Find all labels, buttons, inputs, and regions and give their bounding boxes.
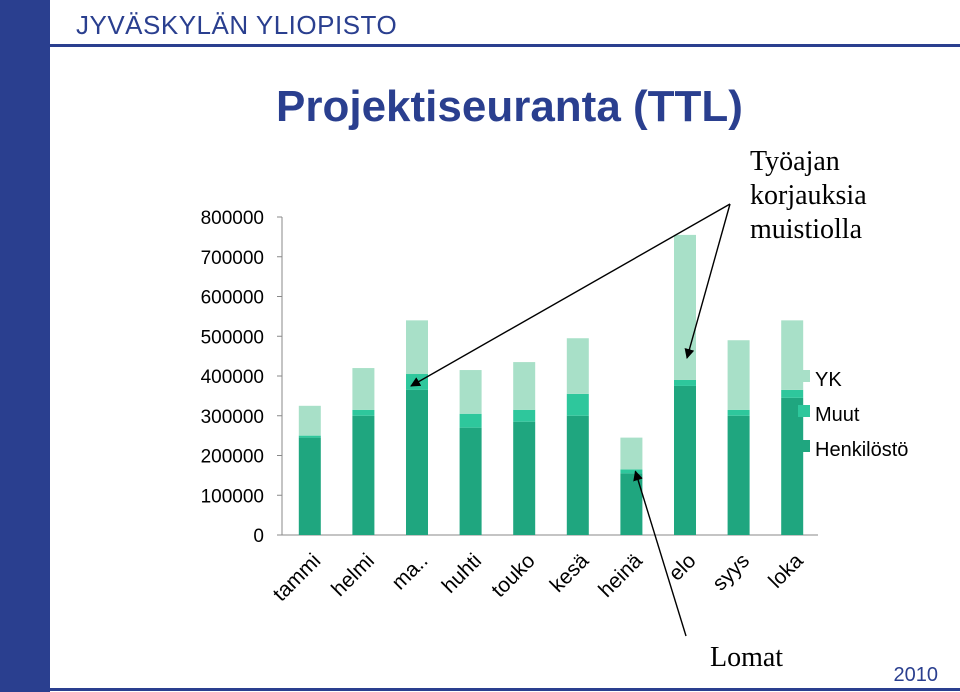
bar-segment-yk	[513, 362, 536, 410]
x-tick-label: huhti	[438, 549, 486, 597]
x-tick-label: loka	[764, 549, 808, 593]
legend-swatch	[798, 440, 810, 452]
bar-segment-henkil-st-	[781, 397, 804, 535]
y-tick-label: 600000	[201, 288, 264, 309]
year-label: 2010	[893, 664, 939, 686]
y-tick-label: 700000	[201, 248, 264, 269]
x-tick-label: kesä	[546, 549, 594, 597]
bar-segment-henkil-st-	[566, 415, 589, 535]
bar-segment-muut	[674, 379, 696, 386]
annotation-text-line: korjauksia	[750, 180, 867, 211]
chart-bars	[298, 234, 804, 535]
bar-segment-henkil-st-	[620, 473, 643, 535]
bar-segment-yk	[298, 405, 321, 436]
university-name: JYVÄSKYLÄN YLIOPISTO	[76, 10, 398, 40]
chart-x-labels: tammi helmi ma.. huhti touko kesä heinä elo syys…	[269, 549, 808, 606]
bar-segment-henkil-st-	[352, 415, 375, 535]
chart-axes: 0 100000 200000 300000 400000 500000 600000 700…	[201, 208, 818, 547]
x-tick-label: helmi	[327, 549, 379, 601]
bar-segment-muut	[566, 393, 589, 416]
bar-segment-henkil-st-	[727, 415, 750, 535]
x-tick-label: ma..	[387, 549, 432, 594]
bar-segment-muut	[781, 389, 804, 398]
bar-segment-yk	[459, 370, 482, 414]
bar-segment-yk	[352, 368, 375, 410]
bar-segment-muut	[727, 409, 750, 416]
annotation-text-line: muistiolla	[750, 214, 863, 245]
annotation-arrow	[410, 203, 731, 387]
header-divider	[50, 44, 960, 47]
y-tick-label: 500000	[201, 327, 264, 348]
x-tick-label: syys	[708, 549, 754, 595]
y-tick-label: 400000	[201, 367, 264, 388]
bar-segment-henkil-st-	[513, 421, 536, 535]
y-tick-label: 300000	[201, 407, 264, 428]
bar-segment-yk	[674, 234, 696, 380]
bar-segment-yk	[406, 320, 428, 375]
y-tick-label: 0	[253, 526, 264, 547]
y-tick-label: 800000	[201, 208, 264, 229]
bar-segment-yk	[781, 320, 804, 390]
bar-segment-muut	[459, 413, 482, 428]
x-tick-label: touko	[487, 549, 540, 602]
legend-label: Muut	[815, 404, 860, 426]
x-tick-label: tammi	[269, 549, 326, 606]
bar-segment-muut	[352, 409, 375, 416]
x-tick-label: heinä	[594, 549, 647, 602]
y-tick-label: 100000	[201, 486, 264, 507]
y-tick-label: 200000	[201, 447, 264, 468]
bar-segment-yk	[620, 437, 643, 470]
legend-swatch	[798, 370, 810, 382]
footer-divider	[50, 688, 960, 691]
chart-legend: YK Muut Henkilöstö	[798, 369, 908, 461]
side-strip	[0, 0, 50, 692]
bar-segment-henkil-st-	[406, 389, 428, 535]
bar-segment-yk	[566, 338, 589, 394]
bar-segment-muut	[513, 409, 536, 422]
legend-label: YK	[815, 369, 842, 391]
legend-swatch	[798, 405, 810, 417]
bar-segment-henkil-st-	[459, 427, 482, 535]
annotation-text-line: Työajan	[750, 146, 840, 177]
annotation-arrow	[633, 470, 687, 637]
annotation-text-line: Lomat	[710, 642, 783, 673]
bar-segment-yk	[727, 340, 750, 410]
annotation-arrow	[684, 203, 731, 359]
bar-segment-henkil-st-	[674, 385, 696, 535]
bar-segment-henkil-st-	[298, 437, 321, 535]
x-tick-label: elo	[664, 549, 700, 585]
bar-segment-muut	[298, 435, 321, 438]
legend-label: Henkilöstö	[815, 439, 908, 461]
slide-title: Projektiseuranta (TTL)	[276, 82, 743, 131]
bar-segment-muut	[620, 469, 643, 474]
